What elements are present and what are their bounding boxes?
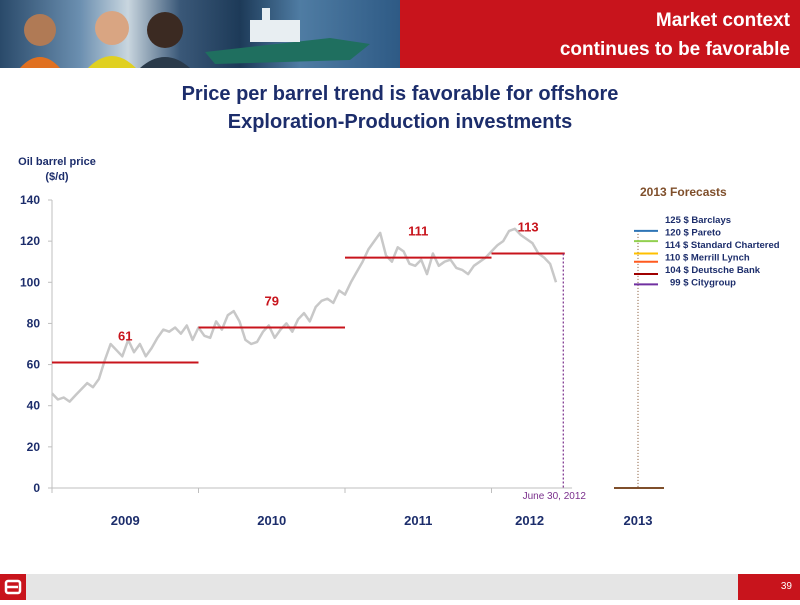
june-marker: June 30, 2012 [523, 253, 587, 502]
y-tick-label: 60 [27, 358, 41, 372]
forecast-label: 104 $ Deutsche Bank [665, 265, 761, 276]
page-number: 39 [738, 574, 800, 600]
page-title: Price per barrel trend is favorable for … [0, 80, 800, 136]
period-average-label: 113 [518, 219, 539, 234]
y-tick-label: 0 [33, 481, 40, 495]
x-tick-label: 2013 [624, 513, 653, 528]
y-tick-label: 100 [20, 275, 40, 289]
oil-price-chart: 0 20 40 60 80 100 120 140 2009 2010 2011 2012 2013 … [18, 156, 780, 528]
period-average-label: 79 [265, 294, 279, 309]
period-average-label: 111 [408, 224, 428, 239]
banner-title-line1: Market context [655, 10, 790, 31]
header: Market context continues to be favorable [0, 0, 800, 68]
y-tick-label: 80 [27, 316, 41, 330]
period-averages: 61 79 111 113 [52, 219, 565, 364]
y-tick-label: 120 [20, 234, 40, 248]
page-title-line2: Exploration-Production investments [227, 111, 573, 133]
forecast-label: 125 $ Barclays [665, 215, 731, 226]
x-axis: 2009 2010 2011 2012 2013 [51, 487, 653, 528]
forecast-label: 120 $ Pareto [665, 228, 721, 239]
y-tick-label: 20 [27, 440, 41, 454]
banner-title-line2: continues to be favorable [559, 39, 790, 60]
banner-title: Market context continues to be favorable [410, 6, 790, 64]
header-banner: Market context continues to be favorable [400, 0, 800, 68]
x-tick-label: 2011 [404, 513, 432, 528]
footer: 39 [0, 574, 800, 600]
forecast-label: 110 $ Merrill Lynch [665, 253, 750, 264]
ylabel-line2: ($/d) [45, 171, 69, 183]
ylabel-line1: Oil barrel price [18, 156, 96, 168]
page-title-line1: Price per barrel trend is favorable for … [181, 83, 619, 105]
forecasts-title: 2013 Forecasts [640, 185, 727, 199]
forecast-label: 99 $ Citygroup [670, 278, 736, 289]
x-tick-label: 2010 [257, 513, 286, 528]
y-axis: 0 20 40 60 80 100 120 140 [20, 193, 53, 495]
june-marker-label: June 30, 2012 [523, 491, 587, 502]
x-tick-label: 2012 [515, 513, 544, 528]
y-tick-label: 140 [20, 193, 40, 207]
price-series-line [51, 227, 558, 403]
series-group [51, 227, 558, 403]
y-tick-label: 40 [27, 399, 41, 413]
x-tick-label: 2009 [111, 513, 140, 528]
brand-logo-icon [0, 574, 26, 600]
header-photo [0, 0, 400, 68]
period-average-label: 61 [118, 329, 132, 344]
forecast-label: 114 $ Standard Chartered [665, 240, 780, 251]
